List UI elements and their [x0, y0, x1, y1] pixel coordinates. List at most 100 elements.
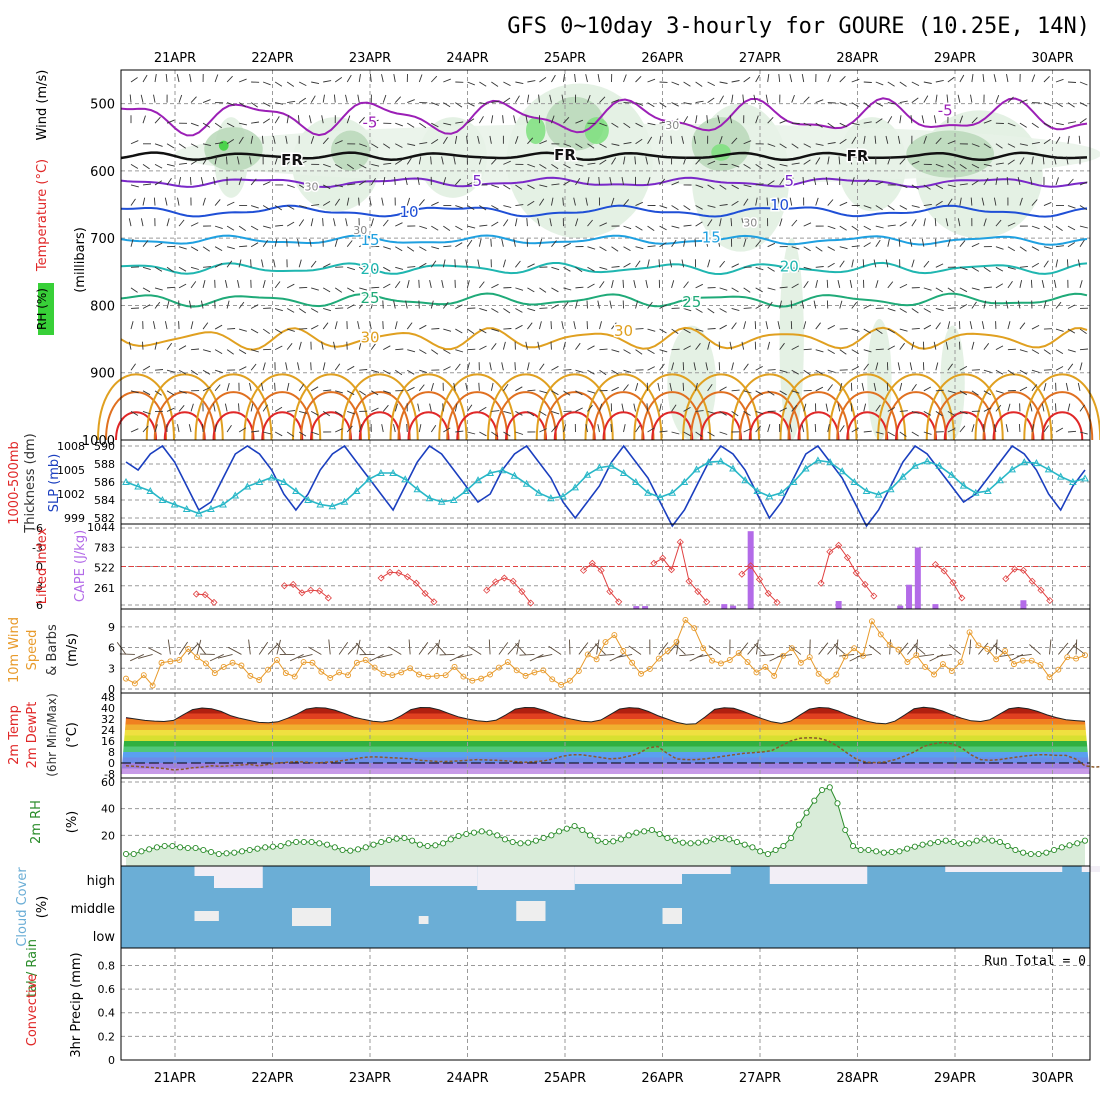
wind-barb	[335, 288, 342, 293]
wind-barb	[910, 362, 912, 370]
wind-barb	[275, 225, 283, 226]
wind-barb	[672, 103, 679, 107]
wind-barb	[732, 390, 740, 391]
thickness-axis-label-2: Thickness (dm)	[23, 433, 38, 533]
wind-barb	[672, 226, 680, 228]
wind-barb	[936, 308, 944, 310]
wind-barb	[1032, 123, 1039, 127]
rh-point	[448, 837, 453, 842]
wind-barb	[900, 115, 901, 123]
wind-barb-10m	[179, 642, 187, 654]
wind-barb	[527, 264, 534, 267]
wind-barb-10m	[530, 654, 543, 661]
wind-barb	[239, 246, 247, 247]
thickness-tick-label: 584	[94, 494, 115, 507]
cape-bar	[836, 601, 842, 609]
wind-tick-label: 3	[108, 662, 115, 675]
wind-barb	[636, 383, 638, 391]
run-total-annotation: Run Total = 0	[984, 954, 1086, 969]
x-tick-label-top: 26APR	[641, 51, 683, 66]
wind-barb	[1020, 280, 1022, 288]
cape-tick-label: 783	[94, 541, 115, 554]
wind-barb	[720, 288, 728, 290]
wind-barb	[696, 115, 697, 123]
cloud-clear-strip	[663, 908, 683, 924]
wind-barb	[177, 74, 179, 82]
wind-barb	[251, 243, 258, 247]
wind-barb	[179, 267, 186, 271]
contour-label: 30	[305, 181, 319, 194]
wind-barb	[768, 243, 775, 246]
rh-point	[1075, 841, 1080, 846]
contour-label: 20	[360, 260, 379, 278]
wind-barb	[455, 364, 460, 370]
wind-barb	[1080, 103, 1087, 107]
wind-barb	[660, 206, 668, 209]
rh-point	[1028, 851, 1033, 856]
wind-barb	[287, 239, 288, 247]
wind-barb	[766, 95, 767, 103]
wind-barb	[539, 391, 547, 393]
wind-barb	[263, 226, 271, 228]
wind-barb	[539, 364, 544, 371]
wind-barb	[960, 288, 967, 292]
wind-barb-10m	[739, 643, 748, 655]
wind-barb	[190, 74, 191, 82]
wind-barb	[744, 288, 751, 293]
x-tick-label-top: 29APR	[934, 51, 976, 66]
wind-barb	[708, 260, 710, 268]
cloud-clear-strip	[195, 866, 215, 876]
wind-barb	[443, 367, 450, 371]
wind-barb	[768, 267, 775, 271]
isotherm-arch	[165, 412, 205, 440]
wind-barb	[383, 247, 391, 249]
wind-barb	[527, 95, 528, 103]
lifted-index-line	[381, 572, 434, 602]
wind-barb	[178, 198, 180, 206]
wind-barb	[1042, 404, 1044, 412]
wind-barb	[334, 95, 335, 103]
x-tick-label-bottom: 26APR	[641, 1071, 683, 1086]
rh-point	[974, 838, 979, 843]
wind-barb	[263, 280, 265, 288]
rh-tick-label: 20	[101, 829, 115, 842]
wind-barb	[1080, 226, 1088, 228]
wind-barb	[299, 342, 301, 350]
wind-barb	[263, 82, 270, 85]
wind-barb	[239, 367, 246, 371]
wind-barb	[323, 81, 331, 82]
wind-barb	[515, 261, 520, 267]
rh-point	[1044, 850, 1049, 855]
wind-barb	[467, 82, 474, 85]
wind-barb	[515, 387, 522, 391]
wind-barb	[1032, 350, 1039, 354]
wind-barb	[539, 411, 546, 415]
wind-barb	[479, 383, 480, 391]
wind-barb	[840, 301, 842, 309]
wind-barb	[828, 325, 835, 329]
wind-barb	[670, 260, 672, 268]
wind-barb	[467, 226, 475, 228]
rh-point	[812, 798, 817, 803]
wind-barb	[131, 185, 139, 187]
wind-barb	[744, 321, 746, 329]
wind-barb	[431, 329, 439, 330]
wind-barb	[225, 280, 227, 288]
temp-band	[121, 730, 1090, 736]
wind-barb	[515, 288, 523, 290]
slp-tick-label: 1008	[57, 440, 85, 453]
isotherm-arch	[799, 412, 839, 440]
wind-barb	[804, 281, 809, 288]
precip-tick-label: 0.2	[98, 1030, 116, 1043]
cape-bar	[721, 604, 727, 609]
wind-barb	[275, 308, 283, 310]
wind-barb	[948, 77, 954, 82]
rh-point	[224, 851, 229, 856]
wind-barb	[131, 78, 138, 83]
wind10-axis-label-3: & Barbs	[45, 624, 60, 676]
rh-point	[278, 843, 283, 848]
wind-barb	[646, 280, 648, 288]
wind-barb	[214, 404, 216, 412]
wind-barb	[419, 325, 426, 329]
rh-point	[688, 841, 693, 846]
